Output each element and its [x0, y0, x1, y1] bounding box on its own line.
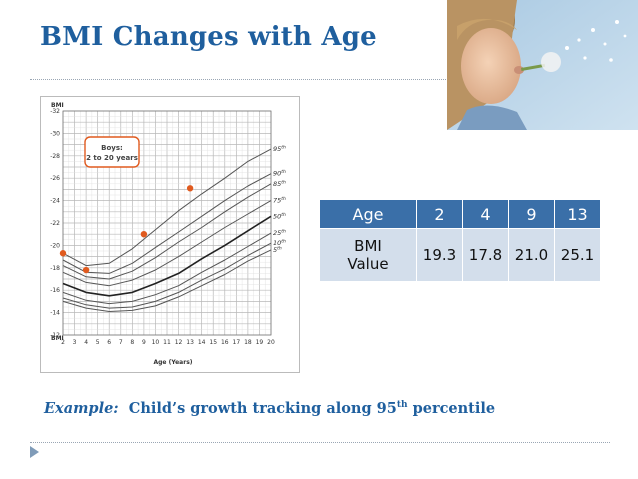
table-cell: 2 [416, 200, 463, 229]
x-tick-label: 12 [175, 339, 183, 346]
child-dandelion-photo [447, 0, 638, 130]
x-tick-label: 10 [152, 339, 160, 346]
caption-sup: th [396, 400, 408, 411]
x-tick-label: 14 [198, 339, 206, 346]
x-tick-label: 15 [209, 339, 217, 346]
x-tick-label: 20 [267, 339, 275, 346]
x-tick-label: 3 [73, 339, 77, 346]
x-tick-label: 16 [221, 339, 229, 346]
x-tick-label: 19 [256, 339, 264, 346]
x-axis-title: Age (Years) [153, 359, 192, 366]
x-tick-label: 6 [107, 339, 111, 346]
x-tick-label: 2 [61, 339, 65, 346]
percentile-curve-50th [62, 215, 272, 297]
bullet-arrow-icon [30, 446, 39, 458]
x-tick-label: 5 [96, 339, 100, 346]
table-cell: 19.3 [416, 228, 463, 281]
percentile-label: 5th [273, 245, 282, 254]
percentile-label: 85th [273, 179, 286, 188]
legend-box: Boys: 2 to 20 years [84, 136, 140, 168]
percentile-curve-95th [62, 148, 272, 267]
slide-title: BMI Changes with Age [40, 22, 377, 52]
x-tick-label: 8 [130, 339, 134, 346]
child-bmi-point [140, 231, 148, 238]
y-tick-label: -30 [50, 130, 60, 137]
legend-line2: 2 to 20 years [86, 154, 138, 162]
y-tick-label: -16 [50, 287, 60, 294]
child-bmi-point [82, 266, 90, 274]
table-cell: 9 [508, 200, 555, 229]
table-cell: 25.1 [554, 228, 600, 281]
x-tick-labels: 2 3 4 5 6 7 8 9 10 11 12 13 14 15 16 17 18 19 20 [61, 339, 275, 346]
table-cell: 4 [462, 200, 509, 229]
table-cell: 21.0 [508, 228, 555, 281]
percentile-label: 90th [273, 169, 286, 178]
x-tick-label: 7 [119, 339, 123, 346]
bmi-growth-chart: 95th 90th 85th 75th 50th 25th 10th 5th -32 -30 -2… [40, 96, 300, 373]
percentile-curve-5th [62, 249, 272, 312]
y-tick-label: -18 [50, 265, 60, 272]
table-row-bmi: BMI Value 19.3 17.8 21.0 25.1 [320, 228, 600, 281]
y-axis-title-bottom: BMI [51, 335, 64, 342]
percentile-curves [62, 148, 272, 312]
y-tick-label: -24 [50, 198, 60, 205]
x-tick-label: 18 [244, 339, 252, 346]
y-tick-label: -12 [50, 332, 60, 339]
bottom-divider [30, 442, 610, 443]
bmi-label-line1: BMI [354, 237, 382, 255]
y-tick-labels: -32 -30 -28 -26 -24 -22 -20 -18 -16 -14 -12 [50, 108, 60, 339]
x-tick-label: 9 [142, 339, 146, 346]
example-label: Example: [44, 400, 119, 417]
percentile-curve-75th [62, 200, 272, 287]
y-tick-label: -26 [50, 175, 60, 182]
title-divider [30, 79, 448, 80]
table-cell: 17.8 [462, 228, 509, 281]
table-cell: 13 [554, 200, 600, 229]
x-tick-label: 17 [233, 339, 241, 346]
percentile-label: 95th [273, 145, 286, 154]
table-cell-bmi-label: BMI Value [320, 228, 417, 281]
percentile-label: 25th [273, 229, 286, 238]
percentile-label: 10th [273, 239, 286, 248]
y-tick-label: -22 [50, 220, 60, 227]
example-caption: Example: Child’s growth tracking along 9… [44, 400, 495, 417]
percentile-curve-10th [62, 242, 272, 309]
caption-text-end: percentile [407, 400, 496, 417]
child-bmi-point [59, 250, 67, 257]
percentile-curve-85th [62, 183, 272, 280]
percentile-label: 75th [273, 196, 286, 205]
percentile-curve-90th [62, 173, 272, 274]
y-tick-label: -28 [50, 153, 60, 160]
percentile-curve-25th [62, 232, 272, 305]
legend-line1: Boys: [101, 144, 123, 152]
y-tick-label: -20 [50, 242, 60, 249]
table-row-age: Age 2 4 9 13 [320, 200, 600, 229]
x-tick-label: 4 [84, 339, 88, 346]
y-axis-title: BMI [51, 102, 64, 109]
child-bmi-point [186, 185, 194, 192]
plot-frame [62, 110, 272, 336]
x-tick-label: 13 [186, 339, 194, 346]
bmi-label-line2: Value [347, 255, 389, 273]
y-tick-label: -32 [50, 108, 60, 115]
table-cell-age-label: Age [320, 200, 417, 229]
caption-text: Child’s growth tracking along 95 [128, 400, 397, 417]
x-tick-label: 11 [163, 339, 171, 346]
y-tick-label: -14 [50, 310, 60, 317]
bmi-table: Age 2 4 9 13 BMI Value 19.3 17.8 21.0 25… [320, 200, 600, 281]
percentile-label: 50th [273, 212, 286, 221]
child-points [59, 185, 194, 274]
